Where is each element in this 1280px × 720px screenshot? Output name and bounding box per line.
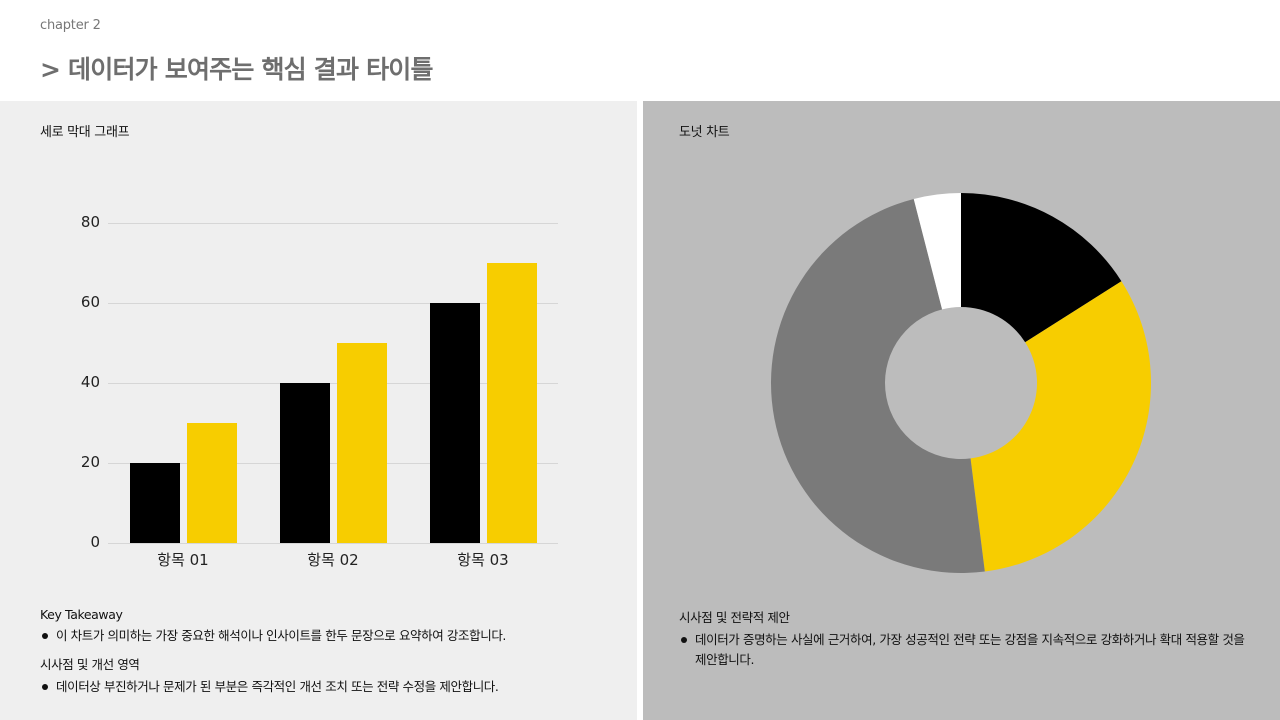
gridline: [108, 463, 558, 464]
y-axis-tick-label: 20: [80, 453, 100, 471]
x-axis-tick-label: 항목 01: [157, 551, 209, 569]
gridline: [108, 223, 558, 224]
donut-chart: [770, 193, 1151, 574]
donut-chart-notes: 시사점 및 전략적 제안 데이터가 증명하는 사실에 근거하여, 가장 성공적인…: [679, 607, 1249, 670]
takeaway-heading: Key Takeaway: [40, 607, 123, 622]
takeaway-bullet: 이 차트가 의미하는 가장 중요한 해석이나 인사이트를 한두 문장으로 요약하…: [40, 626, 506, 646]
chapter-label: chapter 2: [40, 18, 101, 33]
gridline: [108, 383, 558, 384]
improve-heading: 시사점 및 개선 영역: [40, 657, 140, 672]
bar-2-2: [336, 343, 387, 543]
bar-chart-panel: 세로 막대 그래프 0 20 40 60 80 항목 01 항목 02 항목 03 Key T…: [0, 101, 637, 720]
gridline: [108, 303, 558, 304]
donut-slice-3: [770, 198, 985, 574]
donut-chart-label: 도넛 차트: [679, 125, 730, 140]
donut-slice-1: [961, 193, 1122, 343]
bar-1-2: [279, 383, 330, 543]
donut-slice-4: [913, 193, 961, 310]
donut-slice-2: [970, 281, 1151, 572]
bar-chart-label: 세로 막대 그래프: [40, 125, 130, 140]
improve-bullet: 데이터상 부진하거나 문제가 된 부분은 즉각적인 개선 조치 또는 전략 수정…: [40, 677, 506, 697]
y-axis-tick-label: 40: [80, 373, 100, 391]
donut-chart-panel: 도넛 차트 시사점 및 전략적 제안 데이터가 증명하는 사실에 근거하여, 가…: [643, 101, 1280, 720]
bar-chart: 0 20 40 60 80 항목 01 항목 02 항목 03: [0, 101, 637, 720]
gridline: [108, 543, 558, 544]
y-axis-tick-label: 0: [90, 533, 100, 551]
y-axis-tick-label: 80: [80, 213, 100, 231]
page-title: > 데이터가 보여주는 핵심 결과 타이틀: [40, 55, 433, 84]
x-axis-tick-label: 항목 03: [457, 551, 509, 569]
x-axis-tick-label: 항목 02: [307, 551, 359, 569]
bar-1-1: [129, 463, 180, 543]
bar-chart-notes: Key Takeaway 이 차트가 의미하는 가장 중요한 해석이나 인사이트…: [40, 607, 506, 697]
bar-2-1: [186, 423, 237, 543]
strategy-heading: 시사점 및 전략적 제안: [679, 610, 790, 625]
bar-2-3: [486, 263, 537, 543]
bar-1-3: [429, 303, 480, 543]
y-axis-tick-label: 60: [80, 293, 100, 311]
strategy-bullet: 데이터가 증명하는 사실에 근거하여, 가장 성공적인 전략 또는 강점을 지속…: [679, 630, 1249, 670]
